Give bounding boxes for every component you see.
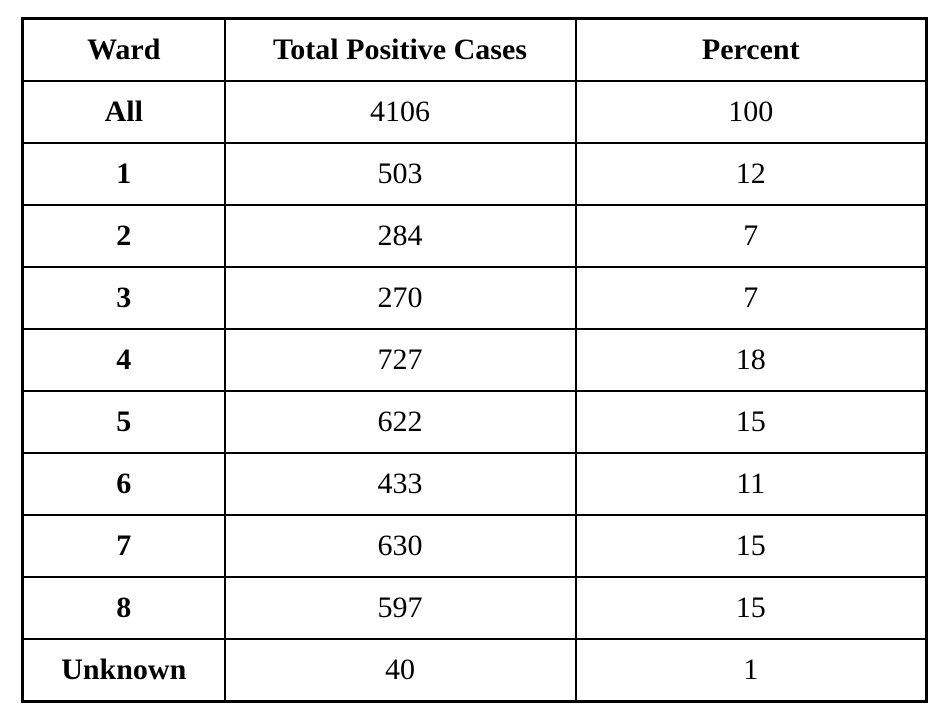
ward-cell: 4 [21, 328, 226, 392]
column-header-percent: Percent [574, 17, 928, 82]
ward-cell: 8 [21, 576, 226, 640]
table-row-ward-6: 6 433 11 [21, 452, 928, 516]
table-row-unknown: Unknown 40 1 [21, 638, 928, 703]
table-row-ward-7: 7 630 15 [21, 514, 928, 578]
ward-cell: 7 [21, 514, 226, 578]
column-header-ward: Ward [21, 17, 226, 82]
table-row-ward-2: 2 284 7 [21, 204, 928, 268]
percent-cell: 1 [574, 638, 928, 703]
cases-cell: 622 [223, 390, 577, 454]
percent-cell: 18 [574, 328, 928, 392]
ward-cell: 2 [21, 204, 226, 268]
table-row-ward-5: 5 622 15 [21, 390, 928, 454]
percent-cell: 15 [574, 390, 928, 454]
percent-cell: 15 [574, 514, 928, 578]
column-header-total-positive-cases: Total Positive Cases [223, 17, 577, 82]
cases-cell: 433 [223, 452, 577, 516]
table-header-row: Ward Total Positive Cases Percent [21, 17, 928, 82]
cases-cell: 284 [223, 204, 577, 268]
ward-cell: Unknown [21, 638, 226, 703]
cases-cell: 40 [223, 638, 577, 703]
table-row-ward-8: 8 597 15 [21, 576, 928, 640]
percent-cell: 7 [574, 204, 928, 268]
table-row-ward-3: 3 270 7 [21, 266, 928, 330]
cases-cell: 270 [223, 266, 577, 330]
table-row-ward-4: 4 727 18 [21, 328, 928, 392]
ward-cell: 6 [21, 452, 226, 516]
cases-cell: 503 [223, 142, 577, 206]
ward-cell: 3 [21, 266, 226, 330]
percent-cell: 12 [574, 142, 928, 206]
table-row-ward-1: 1 503 12 [21, 142, 928, 206]
cases-cell: 4106 [223, 80, 577, 144]
percent-cell: 7 [574, 266, 928, 330]
ward-cell: 1 [21, 142, 226, 206]
ward-cell: All [21, 80, 226, 144]
percent-cell: 100 [574, 80, 928, 144]
cases-cell: 597 [223, 576, 577, 640]
percent-cell: 11 [574, 452, 928, 516]
document-page: Ward Total Positive Cases Percent All 41… [21, 17, 928, 703]
table-row-all: All 4106 100 [21, 80, 928, 144]
cases-cell: 630 [223, 514, 577, 578]
ward-cell: 5 [21, 390, 226, 454]
percent-cell: 15 [574, 576, 928, 640]
cases-cell: 727 [223, 328, 577, 392]
ward-positive-cases-table: Ward Total Positive Cases Percent All 41… [21, 17, 928, 703]
